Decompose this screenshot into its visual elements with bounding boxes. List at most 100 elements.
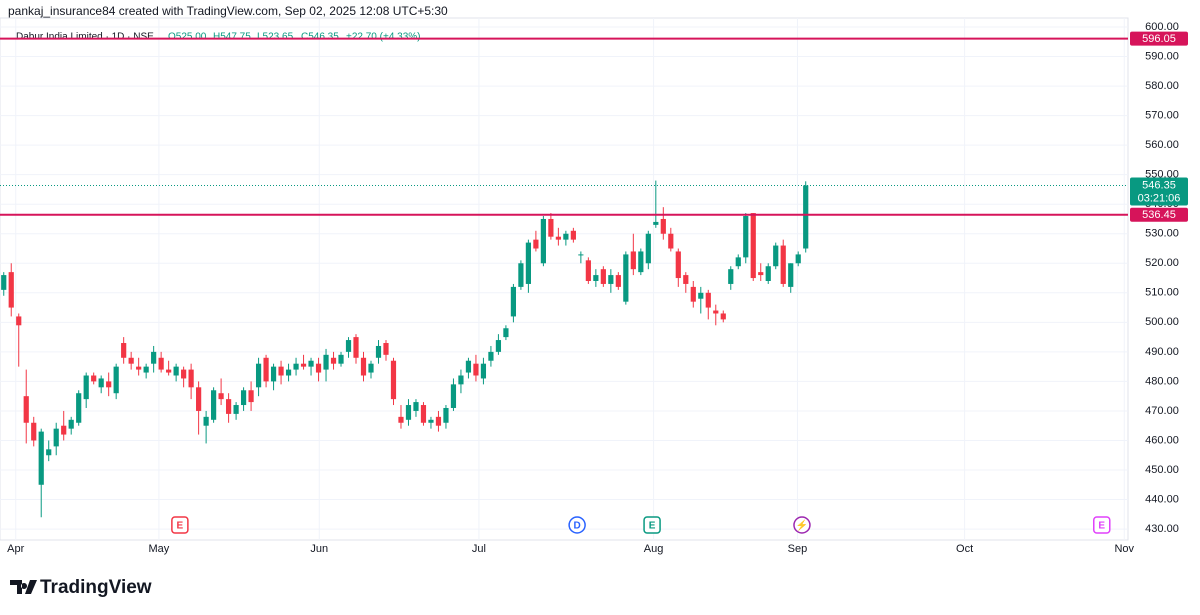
- candle-body: [518, 263, 524, 287]
- x-tick-label: Oct: [956, 543, 973, 555]
- y-tick-label: 470.00: [1145, 405, 1179, 417]
- candle-body: [690, 286, 696, 302]
- candle-body: [435, 416, 442, 426]
- y-tick-label: 490.00: [1145, 346, 1179, 358]
- y-tick-label: 450.00: [1145, 464, 1179, 476]
- candle-body: [263, 357, 269, 382]
- x-tick-label: Aug: [644, 543, 664, 555]
- x-tick-label: Jul: [472, 543, 486, 555]
- candle-body: [106, 381, 112, 388]
- plot-frame: [0, 17, 1129, 541]
- ohlc-change: +22.70 (+4.33%): [346, 32, 421, 43]
- candle-body: [780, 245, 786, 284]
- candle-body: [16, 316, 22, 326]
- event-marker: [643, 516, 661, 534]
- x-tick-label: Jun: [310, 543, 328, 555]
- level-tag: [1130, 207, 1188, 222]
- candle-body: [450, 384, 457, 408]
- candle-body: [173, 366, 179, 376]
- candle-body: [570, 230, 576, 240]
- brand-logo: TradingView: [10, 577, 152, 598]
- candle-body: [53, 428, 59, 447]
- candle-body: [285, 369, 292, 376]
- candle-body: [338, 354, 344, 364]
- candle-body: [368, 363, 374, 373]
- candle-body: [83, 375, 89, 400]
- ohlc-close: C546.35: [301, 32, 339, 43]
- candle-body: [585, 260, 591, 281]
- candle-body: [495, 340, 502, 352]
- event-marker: [793, 516, 811, 534]
- candle-body: [278, 366, 284, 376]
- candle-body: [166, 369, 172, 373]
- candle-body: [360, 357, 367, 376]
- candle-body: [233, 405, 239, 414]
- symbol: Dabur India Limited · 1D · NSE: [16, 32, 154, 43]
- y-tick-label: 510.00: [1145, 287, 1179, 299]
- candle-body: [675, 251, 681, 279]
- candle-body: [578, 254, 584, 256]
- candle-body: [136, 366, 142, 370]
- candle-body: [323, 354, 329, 370]
- candle-body: [615, 275, 621, 287]
- level-label: 596.05: [1142, 33, 1176, 45]
- candle-body: [353, 337, 359, 358]
- y-tick-label: 570.00: [1145, 110, 1179, 122]
- credit: pankaj_insurance84 created with TradingV…: [8, 4, 448, 18]
- candle-body: [683, 275, 689, 284]
- candle-body: [196, 387, 202, 411]
- x-tick-label: Nov: [1114, 543, 1134, 555]
- event-marker: [1093, 516, 1111, 534]
- candle-body: [76, 393, 82, 423]
- grid: [0, 18, 1128, 540]
- candle-body: [330, 357, 337, 364]
- candle-body: [345, 340, 352, 352]
- y-tick-label: 480.00: [1145, 375, 1179, 387]
- candle-body: [158, 357, 164, 370]
- candle-body: [240, 390, 247, 406]
- last-price-tag: [1130, 177, 1188, 206]
- candle-body: [480, 363, 487, 379]
- candle-body: [795, 254, 801, 264]
- candle-body: [540, 218, 546, 264]
- candle-body: [121, 343, 127, 358]
- candle-body: [630, 251, 636, 270]
- candle-body: [750, 213, 756, 279]
- candle-body: [270, 366, 277, 382]
- candle-body: [525, 242, 531, 284]
- candle-body: [113, 366, 119, 394]
- candle-body: [398, 416, 404, 423]
- candle-body: [128, 357, 134, 364]
- x-tick-label: Apr: [7, 543, 24, 555]
- candle-body: [428, 419, 434, 423]
- candle-body: [308, 360, 314, 367]
- candle-body: [473, 363, 479, 376]
- candle-body: [143, 366, 149, 373]
- candle-body: [653, 221, 659, 225]
- candle-body: [713, 310, 719, 314]
- candle-body: [533, 239, 539, 249]
- x-tick-label: Sep: [788, 543, 808, 555]
- candle-body: [443, 407, 449, 423]
- candle-body: [660, 218, 666, 234]
- candle-body: [181, 369, 187, 379]
- candle-body: [788, 263, 794, 287]
- candle-body: [383, 343, 389, 355]
- candle-body: [61, 425, 67, 435]
- y-tick-label: 530.00: [1145, 228, 1179, 240]
- candle-body: [98, 378, 104, 388]
- candle-body: [225, 399, 232, 414]
- event-label: E: [649, 521, 656, 532]
- event-label: ⚡: [796, 519, 808, 532]
- candle-body: [1, 275, 7, 290]
- candle-body: [600, 269, 606, 284]
- event-marker: [171, 516, 189, 534]
- candle-body: [645, 233, 651, 264]
- event-label: E: [177, 521, 184, 532]
- event-marker: [568, 516, 586, 534]
- candle-body: [248, 390, 254, 403]
- y-tick-label: 500.00: [1145, 316, 1179, 328]
- candle-body: [705, 292, 711, 308]
- candle-body: [668, 233, 674, 249]
